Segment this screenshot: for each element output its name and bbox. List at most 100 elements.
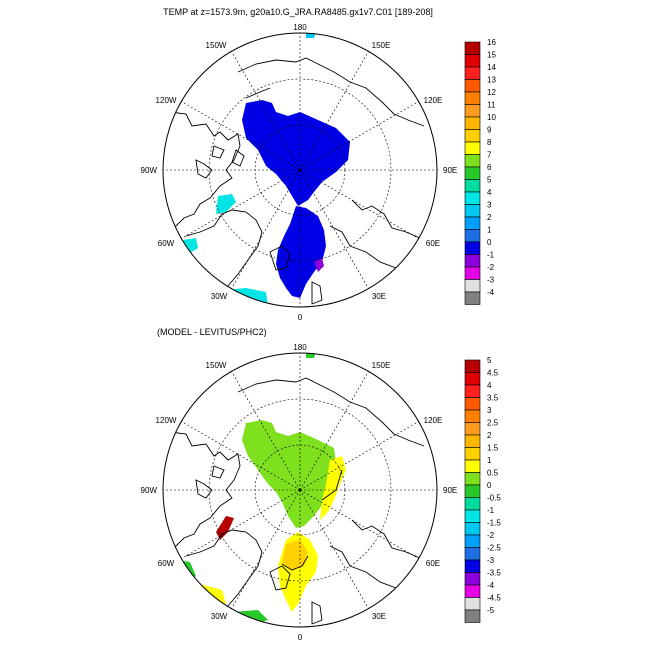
bottom-colorbar-label: 1.5 (487, 444, 499, 453)
top-field-canadian-basin (242, 100, 350, 206)
panel-top: TEMP at z=1573.9m, g20a10.G_JRA.RA8485.g… (141, 7, 497, 322)
bottom-colorbar-label: -4 (487, 581, 495, 590)
bottom-colorbar-swatch (464, 384, 481, 398)
top-colorbar-swatch (464, 129, 481, 143)
top-colorbar-label: 12 (487, 88, 496, 97)
bottom-lon-90w: 90W (141, 486, 158, 495)
top-colorbar-swatch (464, 279, 481, 293)
top-colorbar-label: 10 (487, 113, 496, 122)
bottom-colorbar-label: 4 (487, 381, 492, 390)
bottom-colorbar-swatch (464, 359, 481, 373)
top-colorbar-swatch (464, 266, 481, 280)
top-lon-30w: 30W (211, 292, 228, 301)
top-colorbar-swatch (464, 154, 481, 168)
bottom-colorbar-swatch (464, 372, 481, 386)
top-colorbar-label: 0 (487, 238, 492, 247)
bottom-colorbar-label: 2.5 (487, 419, 499, 428)
top-colorbar-label: 16 (487, 38, 496, 47)
bottom-colorbar-label: -0.5 (487, 494, 501, 503)
bottom-colorbar-label: 3 (487, 406, 492, 415)
bottom-colorbar-label: -3.5 (487, 569, 501, 578)
bottom-map-area (163, 353, 437, 627)
bottom-colorbar-label: 2 (487, 431, 492, 440)
bottom-map-border (162, 352, 438, 628)
top-lon-120w: 120W (156, 96, 177, 105)
top-colorbar-swatch (464, 79, 481, 93)
bottom-colorbar-swatch (464, 459, 481, 473)
bottom-field-warmer (282, 540, 308, 570)
top-colorbar-swatch (464, 104, 481, 118)
bottom-lon-150e: 150E (372, 361, 391, 370)
top-colorbar-label: 4 (487, 188, 492, 197)
top-colorbar-label: -4 (487, 288, 495, 297)
bottom-colorbar-label: -3 (487, 556, 495, 565)
top-lon-60e: 60E (426, 239, 440, 248)
bottom-lon-60e: 60E (426, 559, 440, 568)
top-colorbar-label: 13 (487, 76, 496, 85)
bottom-colorbar-label: 3.5 (487, 394, 499, 403)
bottom-colorbar-swatch (464, 584, 481, 598)
bottom-colorbar-swatch (464, 484, 481, 498)
bottom-field-shelf-w (176, 560, 196, 582)
bottom-field-warm-east (320, 456, 346, 520)
top-colorbar-label: 14 (487, 63, 496, 72)
top-colorbar-swatch (464, 91, 481, 105)
bottom-colorbar-swatch (464, 559, 481, 573)
bottom-colorbar-label: -1 (487, 506, 495, 515)
top-shelf-nordic (222, 288, 268, 307)
top-colorbar-label: 15 (487, 51, 496, 60)
top-colorbar-label: 8 (487, 138, 492, 147)
bottom-lon-90e: 90E (443, 486, 457, 495)
bottom-colorbar-swatch (464, 509, 481, 523)
bottom-colorbar-swatch (464, 522, 481, 536)
bottom-lon-30e: 30E (372, 612, 386, 621)
top-lon-120e: 120E (424, 96, 443, 105)
bottom-title: (MODEL - LEVITUS/PHC2) (157, 327, 267, 337)
bottom-colorbar: 5 4.5 4 3.5 3 2.5 2 1.5 1 0.5 0 -0.5 -1 -1.5 -2 -2.5 -3 -… (464, 356, 501, 623)
top-field-spot (314, 258, 324, 272)
bottom-colorbar-label: 4.5 (487, 369, 499, 378)
bottom-colorbar-label: 0 (487, 481, 492, 490)
top-colorbar-swatch (464, 41, 481, 55)
top-map-area (163, 33, 437, 307)
bottom-colorbar-swatch (464, 397, 481, 411)
bottom-lon-120w: 120W (156, 416, 177, 425)
bottom-colorbar-label: -1.5 (487, 519, 501, 528)
bottom-lon-60w: 60W (158, 559, 175, 568)
bottom-colorbar-swatch (464, 534, 481, 548)
top-colorbar-swatch (464, 191, 481, 205)
bottom-lon-150w: 150W (206, 361, 227, 370)
top-colorbar-label: 11 (487, 101, 496, 110)
top-field-eurasian-basin (276, 206, 326, 298)
bottom-colorbar-swatch (464, 422, 481, 436)
top-lon-150e: 150E (372, 41, 391, 50)
top-colorbar-label: 5 (487, 176, 492, 185)
top-lon-60w: 60W (158, 239, 175, 248)
top-colorbar-label: 3 (487, 201, 492, 210)
bottom-colorbar-swatch (464, 447, 481, 461)
top-lon-90e: 90E (443, 166, 457, 175)
bottom-lon-labels: 180 0 90W 90E 150W 120W 150E 120E 60W 30… (141, 343, 458, 642)
bottom-colorbar-swatch (464, 409, 481, 423)
top-lon-labels: 180 0 90W 90E 150W 120W 150E 120E 60W 30… (141, 23, 458, 322)
top-lon-180: 180 (293, 23, 307, 32)
top-colorbar-swatch (464, 179, 481, 193)
bottom-colorbar-swatch (464, 497, 481, 511)
bottom-colorbar-label: -2 (487, 531, 495, 540)
bottom-colorbar-swatch (464, 434, 481, 448)
bottom-lon-120e: 120E (424, 416, 443, 425)
bottom-colorbar-label: -2.5 (487, 544, 501, 553)
bottom-colorbar-label: 5 (487, 356, 492, 365)
bottom-colorbar-swatch (464, 597, 481, 611)
bottom-colorbar-label: 1 (487, 456, 492, 465)
top-colorbar-label: 7 (487, 151, 492, 160)
bottom-field-hot (216, 516, 234, 540)
top-colorbar-label: -2 (487, 263, 495, 272)
bottom-colorbar-swatch (464, 547, 481, 561)
top-colorbar-swatch (464, 229, 481, 243)
top-lon-150w: 150W (206, 41, 227, 50)
bottom-field-shelf-s (230, 610, 268, 627)
top-colorbar-label: 1 (487, 226, 492, 235)
bottom-colorbar-swatch (464, 472, 481, 486)
